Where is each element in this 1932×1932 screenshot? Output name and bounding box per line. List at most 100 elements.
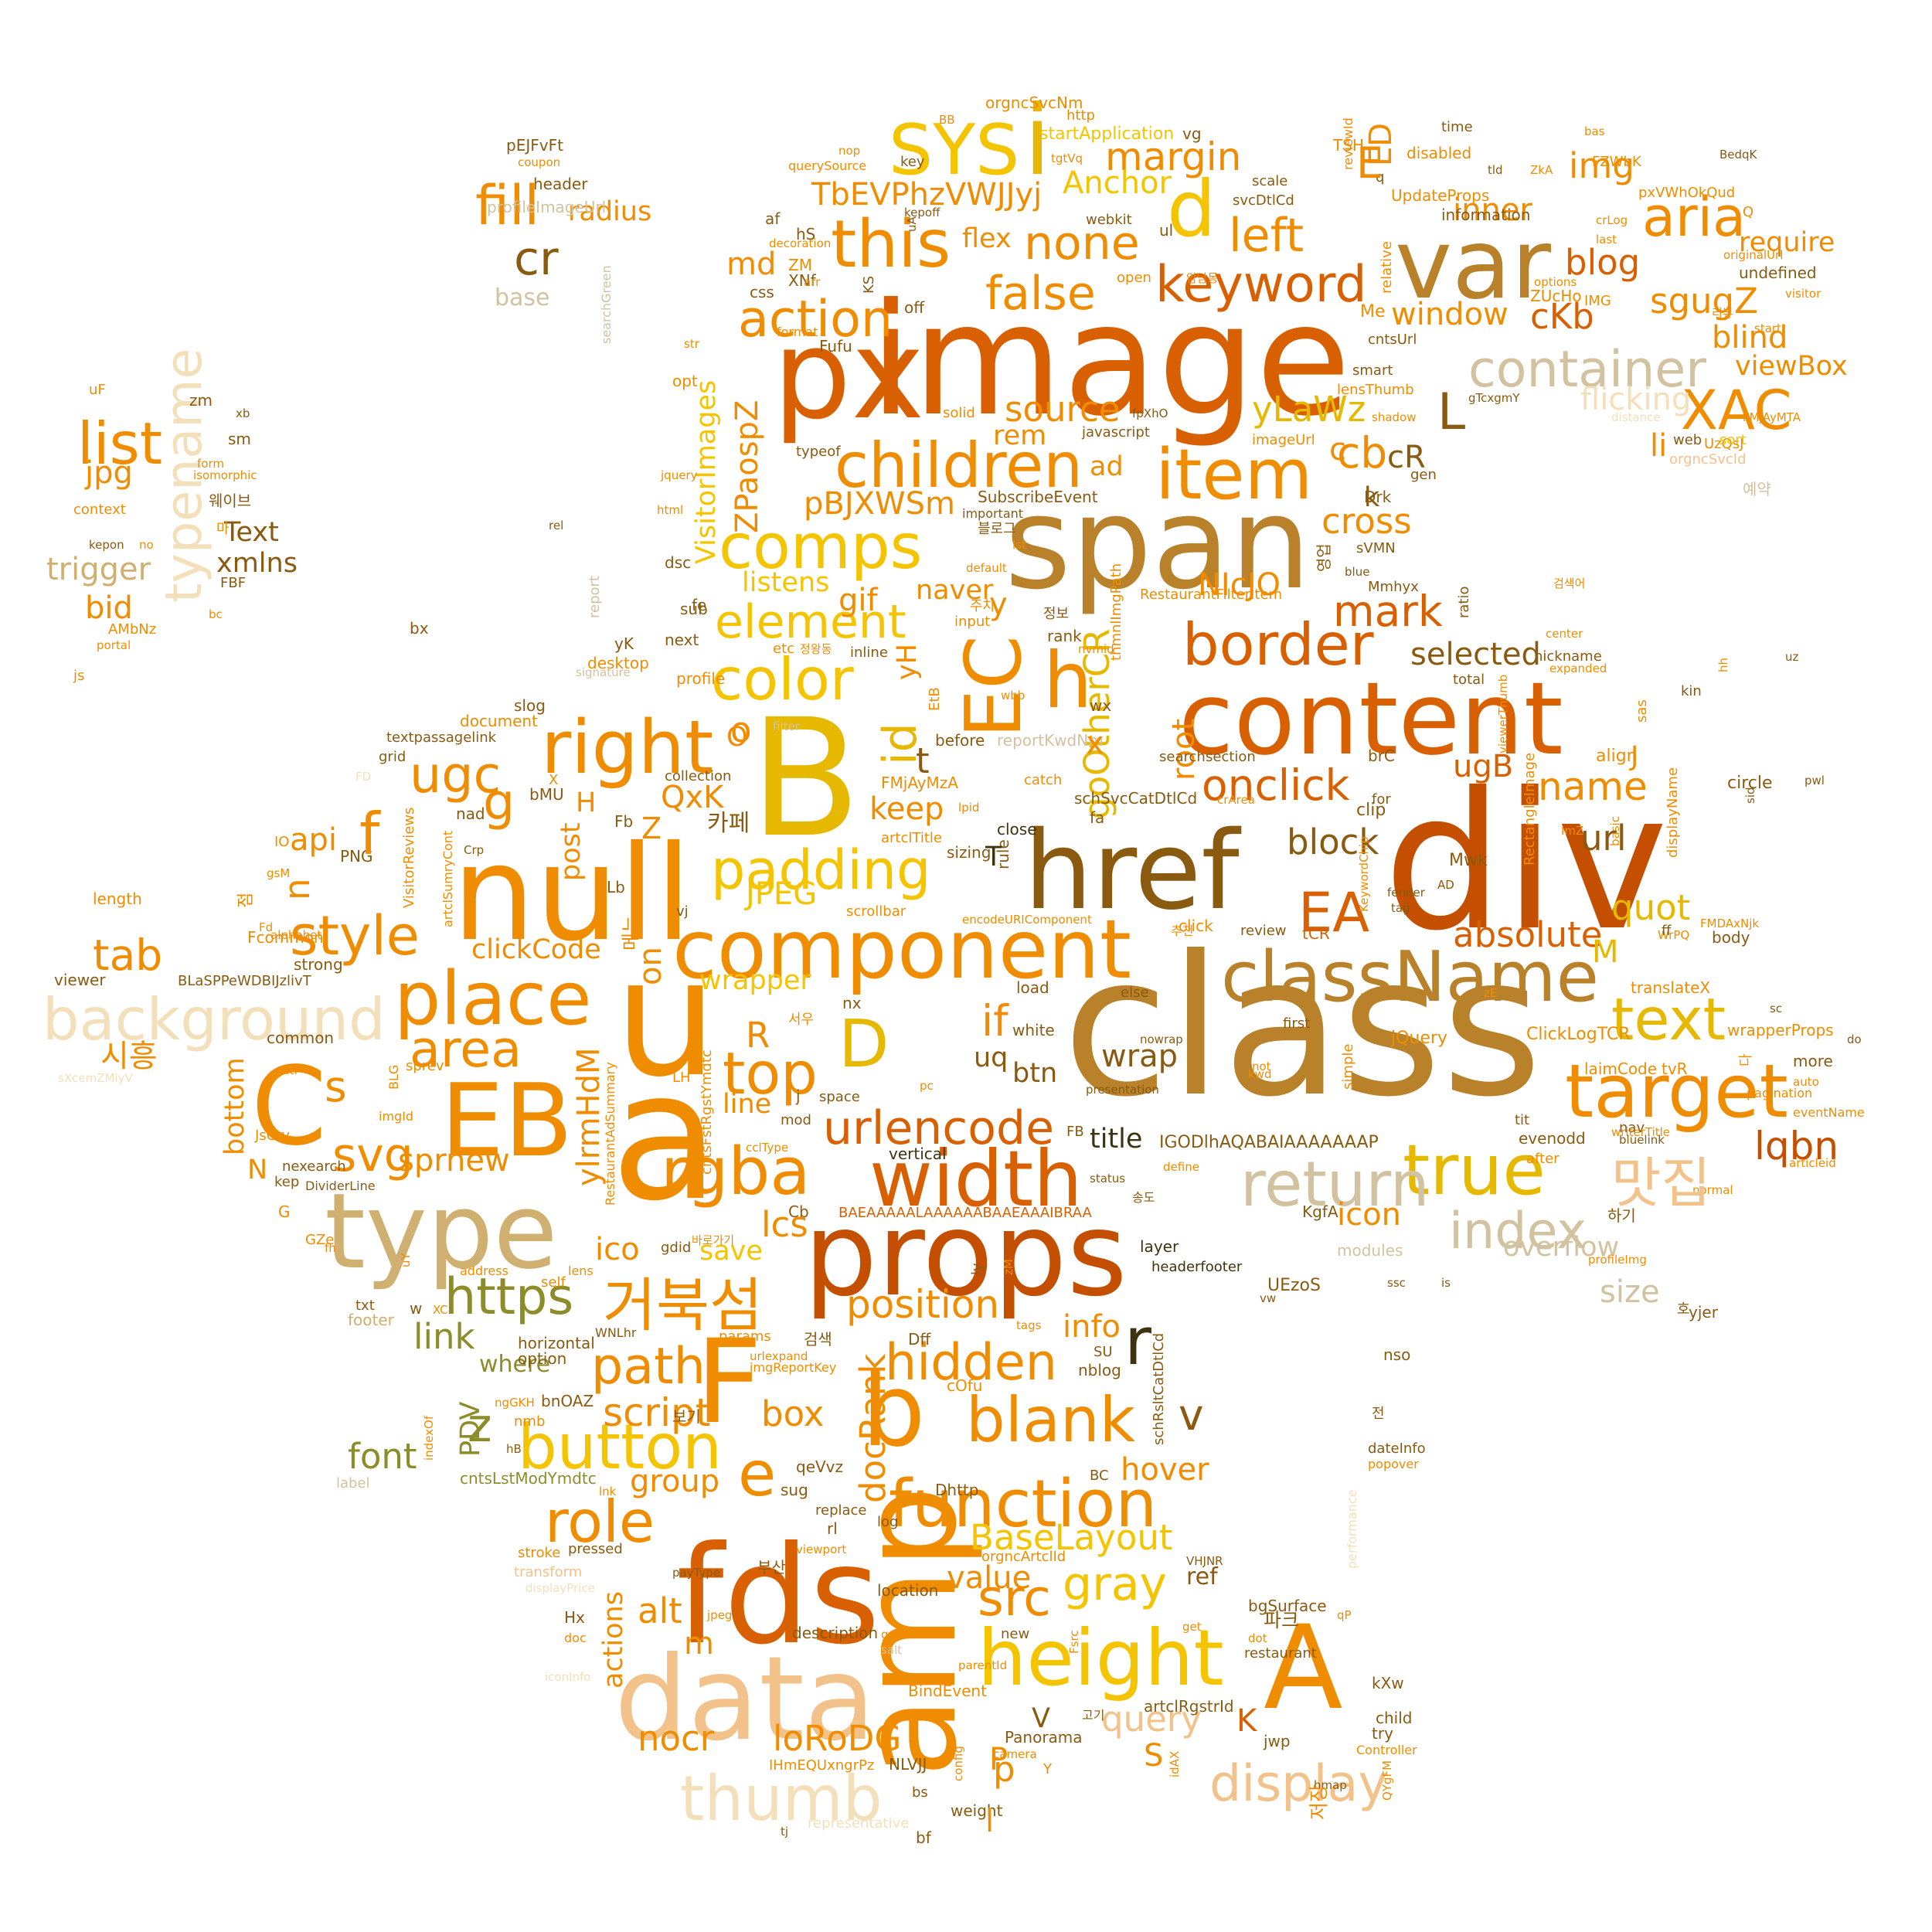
word-displayname: displayName <box>1665 767 1681 858</box>
word-classname: className <box>1221 937 1599 1018</box>
word-lcs: lcs <box>761 1204 808 1245</box>
word-ref: ref <box>1186 1563 1219 1590</box>
word-hover: hover <box>1121 1452 1209 1488</box>
word-label: label <box>336 1475 370 1492</box>
word-v: V <box>1032 1703 1050 1734</box>
word-bc: bc <box>209 607 223 621</box>
word-x: X <box>549 772 558 788</box>
word-bluelink: bluelink <box>1619 1133 1665 1147</box>
word-a: A <box>1264 1601 1343 1736</box>
word-ad: ad <box>1090 451 1124 482</box>
word-actions: actions <box>598 1591 629 1689</box>
word-bedqk: BedqK <box>1719 148 1758 162</box>
word-radius: radius <box>568 196 651 227</box>
word-jwp: jwp <box>1263 1732 1291 1750</box>
word-r: R <box>746 1015 770 1056</box>
word-color: color <box>711 645 854 713</box>
word-jpg: jpg <box>84 455 133 491</box>
word-total: total <box>1453 672 1485 688</box>
word-cross: cross <box>1321 501 1412 542</box>
word-lensthumb: lensThumb <box>1337 382 1414 398</box>
word-decoration: decoration <box>769 236 831 250</box>
word-sort: sort <box>1719 432 1747 448</box>
word-false: false <box>985 267 1096 321</box>
word-k564: 검색어 <box>1553 577 1585 590</box>
word-area: area <box>410 1021 522 1079</box>
word-k581: 송도 <box>1132 1190 1155 1205</box>
word-data: data <box>614 1632 876 1767</box>
word-url: url <box>1580 818 1627 859</box>
word-important: important <box>962 506 1023 521</box>
word-rule: rule <box>994 839 1012 869</box>
word-absolute: absolute <box>1453 914 1602 955</box>
word-rl: rl <box>827 1519 838 1538</box>
word-pagination: pagination <box>1747 1086 1812 1100</box>
word-common: common <box>267 1029 334 1047</box>
word-k575: 주차 <box>970 598 996 614</box>
word-after: after <box>1526 1151 1560 1167</box>
word-require: require <box>1739 227 1835 258</box>
word-scale: scale <box>1252 173 1287 189</box>
word-rel: rel <box>549 519 563 532</box>
word-not: not <box>1252 1060 1271 1073</box>
word-u: u <box>614 923 717 1113</box>
word-uy: uY <box>399 1252 413 1267</box>
word-path: path <box>591 1338 706 1396</box>
word-performance: performance <box>1345 1490 1359 1569</box>
word-nx: nx <box>842 994 862 1012</box>
word-tvr: tvR <box>1662 1060 1688 1078</box>
word-strong: strong <box>294 955 343 974</box>
word-nvmid: nvmid <box>1078 642 1114 656</box>
word-o: O <box>726 722 748 753</box>
word-post: post <box>556 822 587 881</box>
word-mod: mod <box>781 1112 811 1128</box>
word-clickcode: clickCode <box>471 934 601 965</box>
word-bid: bid <box>85 590 133 626</box>
word-thmnlimgpath: thmnlImgPath <box>1108 563 1124 661</box>
word-io: IO <box>274 834 289 850</box>
word-return: return <box>1240 1148 1430 1220</box>
word-blind: blind <box>1712 320 1787 355</box>
word-top: top <box>723 1039 818 1107</box>
word-k: k <box>1364 482 1380 513</box>
word-presentation: presentation <box>1086 1083 1159 1097</box>
word-dateinfo: dateInfo <box>1368 1440 1426 1457</box>
word-block: block <box>1287 821 1379 862</box>
word-cr: cR <box>1387 440 1426 475</box>
word-zm: ZM <box>788 256 812 274</box>
word-n: n <box>277 878 318 900</box>
word-solid: solid <box>943 405 975 421</box>
word-pxvwhokqud: pxVWhOkQud <box>1638 185 1735 201</box>
word-xac: XAC <box>1681 379 1792 442</box>
word-collection: collection <box>665 768 731 784</box>
word-wbb: wbb <box>1001 689 1025 702</box>
word-gdid: gdid <box>661 1240 691 1256</box>
word-blue: blue <box>1345 565 1369 579</box>
word-flicking: flicking <box>1580 382 1691 417</box>
word-eb: EB <box>440 1062 573 1179</box>
word-modules: modules <box>1337 1241 1403 1260</box>
word-nggkh: ngGKH <box>495 1396 535 1410</box>
word-gtcxgmy: gTcxgmY <box>1468 391 1520 405</box>
word-su: SU <box>1094 1344 1113 1360</box>
word-key: key <box>900 154 925 170</box>
word-goothercr: goOtherCR <box>1077 628 1117 819</box>
word-source: source <box>1005 389 1120 430</box>
word-r: r <box>1124 1304 1151 1380</box>
word-m: m <box>684 1626 714 1662</box>
word-bgsurface: bgSurface <box>1248 1597 1327 1615</box>
word-controller: Controller <box>1356 1743 1417 1757</box>
word-fds: fds <box>676 1518 880 1675</box>
word-true: true <box>1403 1130 1546 1211</box>
word-f: f <box>359 800 381 868</box>
word-on: on <box>633 947 668 985</box>
word-open: open <box>1117 270 1151 286</box>
word-j: J <box>1629 741 1638 772</box>
word-l: L <box>1437 383 1465 441</box>
word-text: text <box>1611 985 1726 1053</box>
word-imgid: imgId <box>379 1109 413 1124</box>
word-evenodd: evenodd <box>1519 1129 1586 1148</box>
word-rank: rank <box>1047 627 1082 645</box>
word-where: where <box>479 1351 550 1378</box>
word-width: width <box>869 1134 1083 1224</box>
